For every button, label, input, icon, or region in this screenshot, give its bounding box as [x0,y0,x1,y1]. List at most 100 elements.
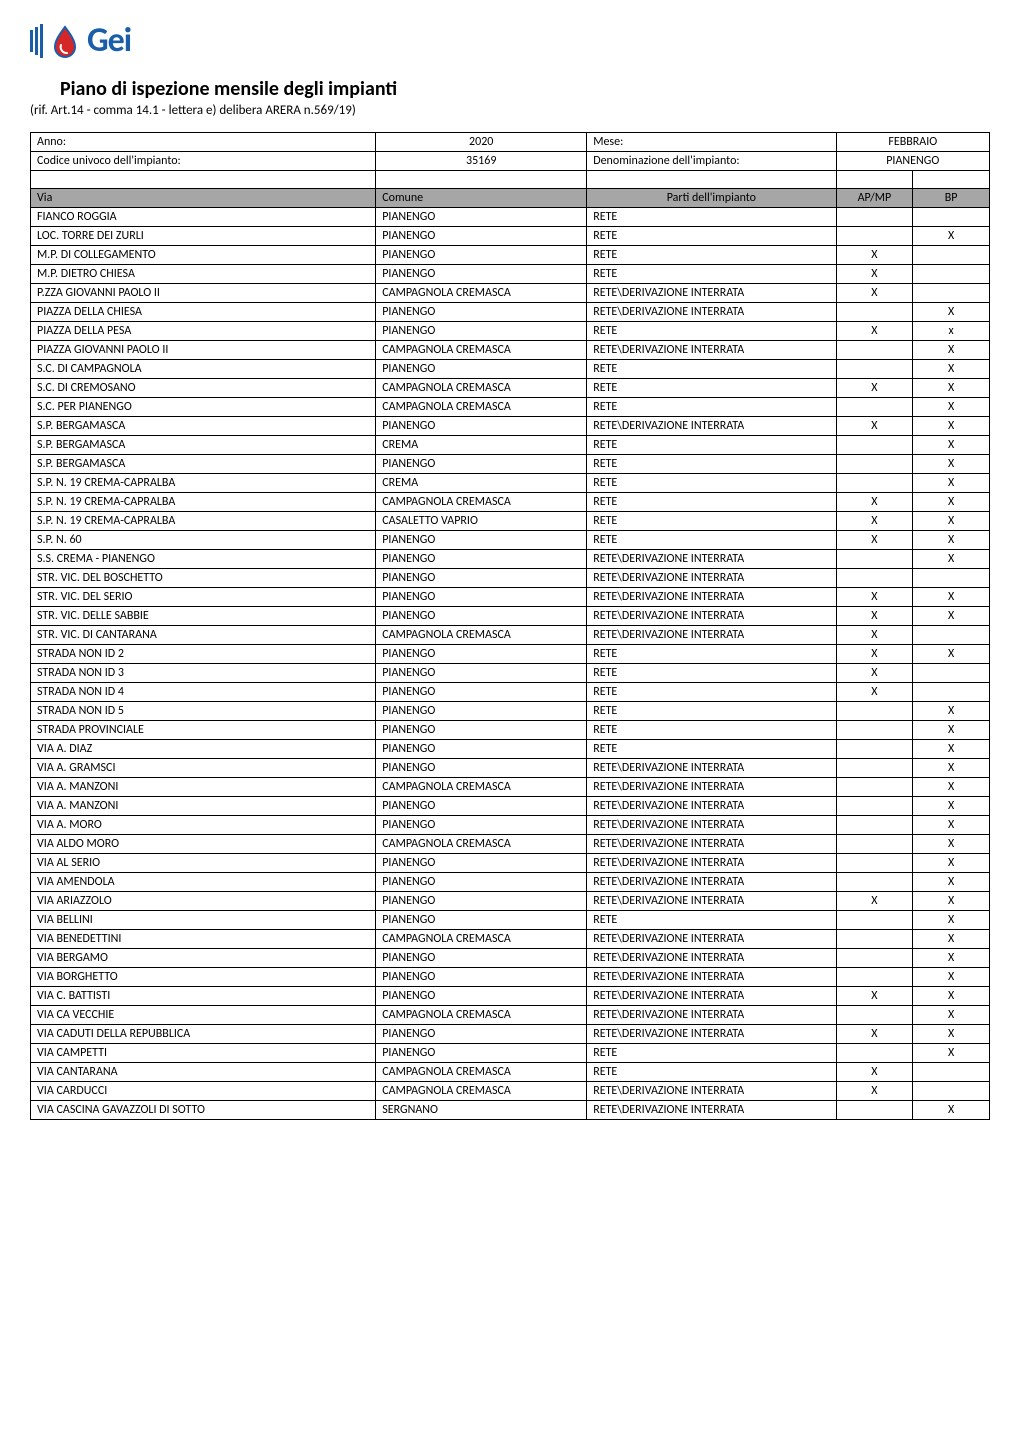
cell-parti: RETE\DERIVAZIONE INTERRATA [587,778,836,797]
table-row: STRADA NON ID 4PIANENGORETEX [31,683,990,702]
table-row: S.C. DI CAMPAGNOLAPIANENGORETEX [31,360,990,379]
cell-ap: X [836,1025,913,1044]
cell-comune: PIANENGO [376,645,587,664]
cell-ap: X [836,664,913,683]
cell-comune: PIANENGO [376,968,587,987]
cell-ap [836,702,913,721]
cell-via: STR. VIC. DI CANTARANA [31,626,376,645]
table-row: STR. VIC. DEL BOSCHETTOPIANENGORETE\DERI… [31,569,990,588]
cell-parti: RETE\DERIVAZIONE INTERRATA [587,1025,836,1044]
cell-via: S.P. BERGAMASCA [31,436,376,455]
cell-ap [836,569,913,588]
cell-via: VIA AMENDOLA [31,873,376,892]
cell-comune: PIANENGO [376,740,587,759]
table-row: VIA BELLINIPIANENGORETEX [31,911,990,930]
cell-via: M.P. DIETRO CHIESA [31,265,376,284]
table-row: PIAZZA DELLA PESAPIANENGORETEXx [31,322,990,341]
cell-bp: X [913,892,990,911]
cell-parti: RETE [587,645,836,664]
cell-bp: X [913,968,990,987]
cell-ap: X [836,246,913,265]
cell-via: VIA A. GRAMSCI [31,759,376,778]
cell-via: VIA A. MANZONI [31,797,376,816]
cell-parti: RETE\DERIVAZIONE INTERRATA [587,873,836,892]
cell-via: PIAZZA GIOVANNI PAOLO II [31,341,376,360]
cell-parti: RETE [587,474,836,493]
cell-via: S.P. BERGAMASCA [31,455,376,474]
cell-bp: X [913,550,990,569]
table-row: STRADA NON ID 5PIANENGORETEX [31,702,990,721]
cell-parti: RETE\DERIVAZIONE INTERRATA [587,341,836,360]
logo-bars-icon [30,24,43,58]
codice-label: Codice univoco dell'impianto: [31,152,376,171]
cell-ap: X [836,1082,913,1101]
cell-ap [836,474,913,493]
cell-bp: x [913,322,990,341]
cell-bp: X [913,911,990,930]
cell-comune: PIANENGO [376,683,587,702]
cell-parti: RETE\DERIVAZIONE INTERRATA [587,835,836,854]
cell-comune: SERGNANO [376,1101,587,1120]
cell-bp: X [913,1025,990,1044]
cell-comune: CAMPAGNOLA CREMASCA [376,778,587,797]
cell-bp [913,683,990,702]
mese-value: FEBBRAIO [836,133,989,152]
cell-parti: RETE\DERIVAZIONE INTERRATA [587,1006,836,1025]
cell-ap [836,303,913,322]
cell-ap [836,1101,913,1120]
table-row: VIA AMENDOLAPIANENGORETE\DERIVAZIONE INT… [31,873,990,892]
cell-comune: PIANENGO [376,455,587,474]
cell-via: VIA CANTARANA [31,1063,376,1082]
table-row: PIAZZA GIOVANNI PAOLO IICAMPAGNOLA CREMA… [31,341,990,360]
cell-via: PIAZZA DELLA PESA [31,322,376,341]
anno-label: Anno: [31,133,376,152]
table-row: VIA BERGAMOPIANENGORETE\DERIVAZIONE INTE… [31,949,990,968]
cell-parti: RETE [587,360,836,379]
cell-comune: PIANENGO [376,664,587,683]
cell-ap: X [836,322,913,341]
cell-comune: PIANENGO [376,246,587,265]
cell-comune: PIANENGO [376,208,587,227]
cell-ap: X [836,892,913,911]
cell-bp: X [913,341,990,360]
col-apmp: AP/MP [836,189,913,208]
cell-via: VIA A. DIAZ [31,740,376,759]
codice-value: 35169 [376,152,587,171]
cell-via: VIA CA VECCHIE [31,1006,376,1025]
cell-bp: X [913,417,990,436]
cell-comune: PIANENGO [376,854,587,873]
meta-row-anno: Anno: 2020 Mese: FEBBRAIO [31,133,990,152]
cell-bp: X [913,303,990,322]
col-parti: Parti dell'impianto [587,189,836,208]
cell-via: VIA C. BATTISTI [31,987,376,1006]
cell-ap [836,740,913,759]
cell-ap: X [836,531,913,550]
cell-bp: X [913,436,990,455]
cell-ap: X [836,417,913,436]
cell-bp: X [913,379,990,398]
denom-value: PIANENGO [836,152,989,171]
table-row: VIA A. DIAZPIANENGORETEX [31,740,990,759]
cell-comune: PIANENGO [376,322,587,341]
table-row: STR. VIC. DI CANTARANACAMPAGNOLA CREMASC… [31,626,990,645]
cell-parti: RETE\DERIVAZIONE INTERRATA [587,892,836,911]
table-row: STRADA NON ID 2PIANENGORETEXX [31,645,990,664]
cell-parti: RETE\DERIVAZIONE INTERRATA [587,1082,836,1101]
cell-via: S.P. N. 19 CREMA-CAPRALBA [31,512,376,531]
table-row: STRADA NON ID 3PIANENGORETEX [31,664,990,683]
cell-ap [836,854,913,873]
cell-parti: RETE\DERIVAZIONE INTERRATA [587,569,836,588]
cell-ap: X [836,379,913,398]
cell-comune: CREMA [376,474,587,493]
cell-bp: X [913,778,990,797]
cell-bp: X [913,873,990,892]
cell-comune: CASALETTO VAPRIO [376,512,587,531]
cell-parti: RETE [587,322,836,341]
table-row: VIA A. MANZONICAMPAGNOLA CREMASCARETE\DE… [31,778,990,797]
cell-ap [836,398,913,417]
table-row: LOC. TORRE DEI ZURLIPIANENGORETEX [31,227,990,246]
cell-ap [836,227,913,246]
table-row: S.S. CREMA - PIANENGOPIANENGORETE\DERIVA… [31,550,990,569]
table-row: VIA A. GRAMSCIPIANENGORETE\DERIVAZIONE I… [31,759,990,778]
cell-ap [836,797,913,816]
